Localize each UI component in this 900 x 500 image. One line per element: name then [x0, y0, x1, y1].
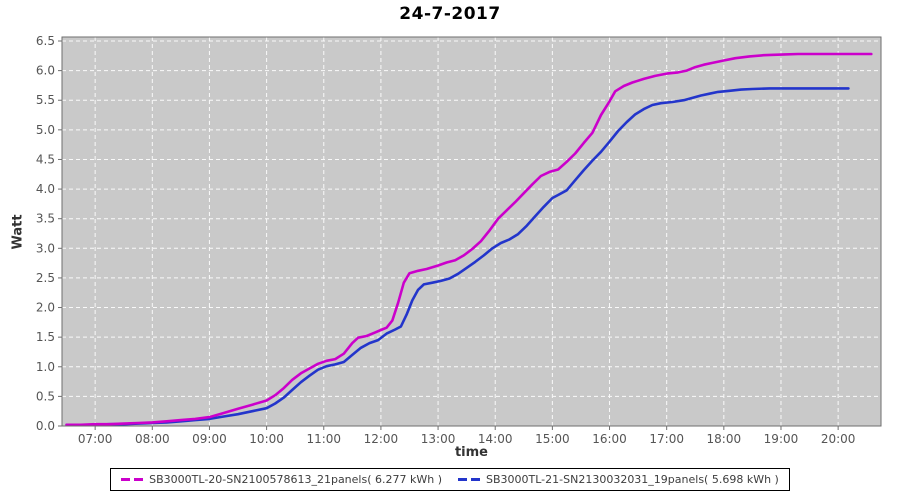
x-axis-label: time	[454, 445, 489, 460]
y-tick-label: 6.0	[36, 64, 55, 78]
legend-label: SB3000TL-20-SN2100578613_21panels( 6.277…	[149, 473, 442, 486]
legend-swatch-dash	[134, 478, 144, 481]
y-tick-label: 1.0	[36, 360, 55, 374]
x-tick-label: 18:00	[707, 432, 742, 446]
legend: SB3000TL-20-SN2100578613_21panels( 6.277…	[0, 468, 900, 491]
y-tick-label: 2.5	[36, 271, 55, 285]
x-tick-label: 09:00	[192, 432, 227, 446]
x-tick-label: 12:00	[364, 432, 399, 446]
gridlines	[62, 37, 881, 426]
y-tick-label: 6.5	[36, 34, 55, 48]
legend-item: SB3000TL-20-SN2100578613_21panels( 6.277…	[121, 473, 442, 486]
legend-swatch	[458, 478, 480, 481]
y-tick-label: 4.5	[36, 152, 55, 166]
x-tick-label: 11:00	[306, 432, 341, 446]
axis-ticks	[58, 40, 839, 430]
x-tick-label: 20:00	[821, 432, 856, 446]
x-tick-label: 10:00	[249, 432, 284, 446]
y-tick-label: 5.5	[36, 93, 55, 107]
y-tick-label: 2.0	[36, 301, 55, 315]
axis-tick-labels: 0.0 0.5 1.0 1.5 2.0 2.5 3.0 3.5 4.0 4.5 5.0 5.5 6.0 6…	[36, 34, 856, 446]
chart-title: 24-7-2017	[399, 4, 501, 24]
x-tick-label: 13:00	[421, 432, 456, 446]
y-tick-label: 3.5	[36, 212, 55, 226]
series-line-sb3000tl-20	[65, 52, 873, 427]
legend-box: SB3000TL-20-SN2100578613_21panels( 6.277…	[110, 468, 790, 491]
y-tick-label: 4.0	[36, 182, 55, 196]
legend-item: SB3000TL-21-SN2130032031_19panels( 5.698…	[458, 473, 779, 486]
x-tick-label: 07:00	[78, 432, 113, 446]
plot-area: 0.0 0.5 1.0 1.5 2.0 2.5 3.0 3.5 4.0 4.5 5.0 5.5 6.0 6…	[36, 34, 882, 446]
plot-background	[62, 37, 881, 426]
y-tick-label: 0.0	[36, 419, 55, 433]
x-tick-label: 15:00	[535, 432, 570, 446]
x-tick-label: 17:00	[649, 432, 684, 446]
x-tick-label: 19:00	[764, 432, 799, 446]
x-tick-label: 08:00	[135, 432, 170, 446]
legend-swatch-dash	[458, 478, 467, 481]
y-axis-label: Watt	[10, 214, 26, 250]
series-line-sb3000tl-21	[65, 87, 850, 427]
y-tick-label: 3.0	[36, 241, 55, 255]
x-tick-label: 16:00	[592, 432, 627, 446]
legend-swatch	[121, 478, 144, 481]
plot-border	[61, 36, 882, 427]
legend-swatch-dash	[121, 478, 131, 481]
x-tick-label: 14:00	[478, 432, 513, 446]
y-tick-label: 5.0	[36, 123, 55, 137]
y-tick-label: 0.5	[36, 389, 55, 403]
y-tick-label: 1.5	[36, 330, 55, 344]
legend-swatch-dash	[471, 478, 480, 481]
legend-label: SB3000TL-21-SN2130032031_19panels( 5.698…	[486, 473, 779, 486]
